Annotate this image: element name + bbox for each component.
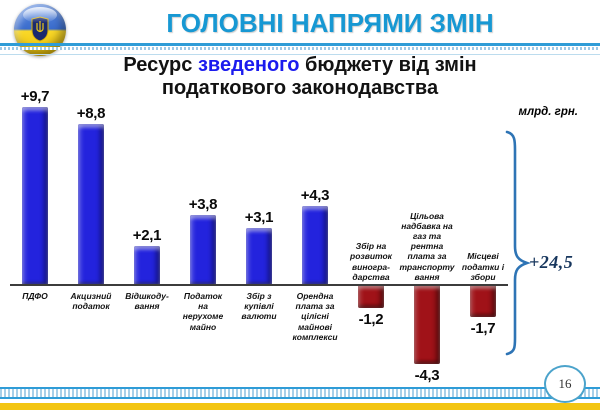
page-number-badge: 16 [544, 365, 586, 403]
chart-bar [414, 286, 440, 364]
bar-category-label: Акцизний податок [70, 291, 112, 312]
chart-bar [246, 228, 272, 284]
bar-category-label: Цільова надбавка на газ та рентна плата … [399, 210, 455, 282]
footer-yellow-stripe [0, 403, 600, 410]
chart-bar [78, 124, 104, 284]
total-value: +24,5 [529, 252, 574, 272]
bar-category-label: Збір на розвиток виногра- дарства [350, 241, 392, 282]
header-divider [0, 43, 600, 55]
bar-value-label: +8,8 [76, 105, 106, 122]
bar-category-label: Місцеві податки і збори [461, 251, 505, 282]
bar-value-label: -1,2 [358, 311, 384, 328]
unit-label: млрд. грн. [518, 106, 579, 118]
bar-category-label: Податок на нерухоме майно [182, 291, 224, 332]
bar-category-label: Збір з купівлі валюти [241, 291, 277, 322]
chart-bar [190, 215, 216, 284]
footer-blue-stripe [0, 387, 600, 399]
trident-shield-icon [31, 16, 49, 42]
chart-title-part2: бюджету від змін [299, 54, 477, 76]
chart-bar [302, 206, 328, 284]
chart-bar [134, 246, 160, 284]
bar-category-label: Відшкоду- вання [125, 291, 169, 312]
bar-value-label: +2,1 [132, 227, 162, 244]
bar-value-label: +4,3 [300, 187, 330, 204]
chart-title: Ресурс зведеного бюджету від змін податк… [20, 54, 580, 100]
chart-bar [358, 286, 384, 308]
bar-value-label: +3,8 [188, 196, 218, 213]
chart-title-highlight: зведеного [197, 54, 300, 76]
bar-value-label: -4,3 [414, 367, 440, 384]
bar-value-label: +9,7 [20, 88, 50, 105]
slide-title: ГОЛОВНІ НАПРЯМИ ЗМІН [166, 8, 494, 38]
bar-value-label: -1,7 [470, 320, 496, 337]
bar-value-label: +3,1 [244, 209, 274, 226]
x-axis-line [10, 284, 508, 286]
total-brace [505, 130, 532, 356]
chart-title-part1: Ресурс [123, 54, 198, 76]
page-number: 16 [558, 376, 572, 391]
chart-bar [22, 107, 48, 284]
chart-title-line2: податкового законодавства [161, 77, 439, 99]
chart-bar [470, 286, 496, 317]
bar-category-label: Орендна плата за цілісні майнові комплек… [292, 291, 338, 342]
bar-category-label: ПДФО [22, 291, 48, 301]
